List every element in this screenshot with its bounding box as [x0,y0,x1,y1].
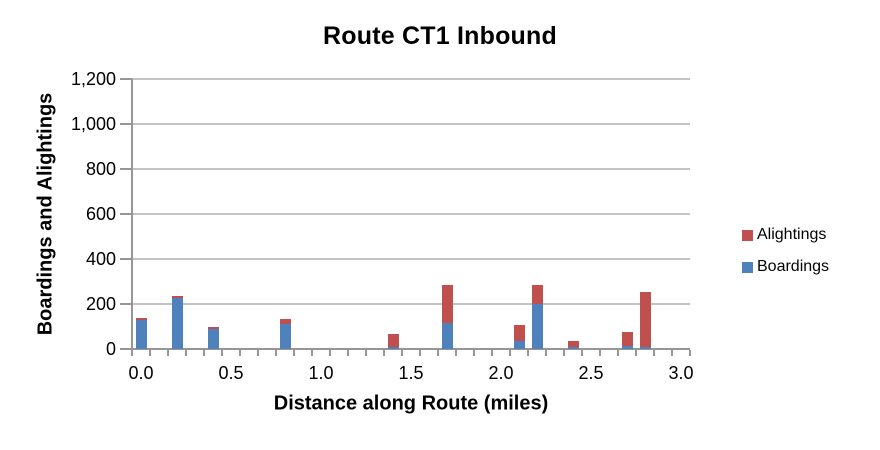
x-axis-tick [635,350,637,356]
gridline [132,123,690,125]
y-tick-label: 200 [85,294,116,314]
legend-item-alightings: Alightings [742,227,826,243]
y-tick-label: 400 [85,249,116,269]
x-axis-tick [689,350,691,356]
bar-segment-alightings [567,340,579,348]
bar-segment-boardings [441,323,453,349]
y-axis-tick [120,123,132,125]
x-axis-tick [401,350,403,356]
bar-segment-boardings [513,341,525,349]
x-axis-tick [599,350,601,356]
y-axis-tick [120,168,132,170]
x-tick-label: 0.0 [128,363,154,383]
x-axis-tick [383,350,385,356]
y-axis-tick [120,213,132,215]
y-axis-tick [120,303,132,305]
bar-segment-alightings [135,317,147,320]
x-axis-tick [329,350,331,356]
x-axis-tick [131,350,133,356]
legend-swatch-alightings-icon [742,229,753,241]
x-axis-tick [149,350,151,356]
legend-label-alightings: Alightings [757,226,827,243]
gridline [132,168,690,170]
y-axis-tick [120,258,132,260]
x-axis-tick [203,350,205,356]
x-axis-tick [563,350,565,356]
x-axis-tick [545,350,547,356]
bar-segment-alightings [279,318,291,325]
legend-label-boardings: Boardings [757,258,830,275]
x-axis-tick [581,350,583,356]
x-axis-tick [509,350,511,356]
x-axis-tick [653,350,655,356]
x-axis-tick [455,350,457,356]
bar-segment-boardings [567,347,579,349]
y-tick-label: 0 [105,339,116,359]
bar-segment-alightings [621,332,633,347]
x-axis-tick [473,350,475,356]
bar-segment-boardings [171,298,183,349]
gridline [132,303,690,305]
bar-segment-boardings [621,346,633,349]
legend-swatch-boardings-icon [742,261,753,273]
x-axis-tick [311,350,313,356]
x-tick-label: 3.0 [668,363,694,383]
x-axis-tick [527,350,529,356]
x-axis-tick [617,350,619,356]
x-axis-tick [185,350,187,356]
y-tick-label: 600 [85,204,116,224]
x-axis-title: Distance along Route (miles) [273,392,549,415]
y-axis-line [131,79,133,350]
bar-segment-boardings [207,328,219,349]
x-tick-label: 1.5 [398,363,424,383]
x-axis-tick [419,350,421,356]
bar-segment-alightings [441,284,453,324]
bar-segment-alightings [171,296,183,299]
chart-title: Route CT1 Inbound [323,22,557,50]
y-tick-label: 800 [85,159,116,179]
y-axis-tick [120,78,132,80]
bar-segment-boardings [639,346,651,349]
x-axis-tick [275,350,277,356]
bar-segment-alightings [639,291,651,347]
bar-segment-alightings [513,325,525,342]
x-axis-line [120,348,690,350]
gridline [132,213,690,215]
x-axis-tick [671,350,673,356]
x-axis-tick [257,350,259,356]
bar-segment-alightings [387,334,399,347]
gridline [132,78,690,80]
bar-segment-boardings [387,346,399,349]
x-axis-tick [491,350,493,356]
bar-segment-boardings [279,324,291,349]
bar-segment-alightings [207,327,219,329]
bar-segment-alightings [531,284,543,304]
x-axis-tick [167,350,169,356]
x-tick-label: 0.5 [218,363,244,383]
x-axis-tick [365,350,367,356]
y-tick-label: 1,200 [70,69,116,89]
x-tick-label: 2.5 [578,363,604,383]
y-tick-label: 1,000 [70,114,116,134]
plot-area: 0 200 400 600 800 1,000 1,200 0.0 0.5 1.0 1.5 2.0 2.… [71,69,694,383]
x-axis-tick [437,350,439,356]
x-axis-tick [347,350,349,356]
x-axis-tick [293,350,295,356]
legend-item-boardings: Boardings [742,259,829,275]
gridline [132,258,690,260]
x-tick-label: 2.0 [488,363,514,383]
x-axis-tick [239,350,241,356]
x-tick-label: 1.0 [308,363,334,383]
bar-segment-boardings [531,304,543,349]
x-axis-tick [221,350,223,356]
bar-segment-boardings [135,319,147,349]
